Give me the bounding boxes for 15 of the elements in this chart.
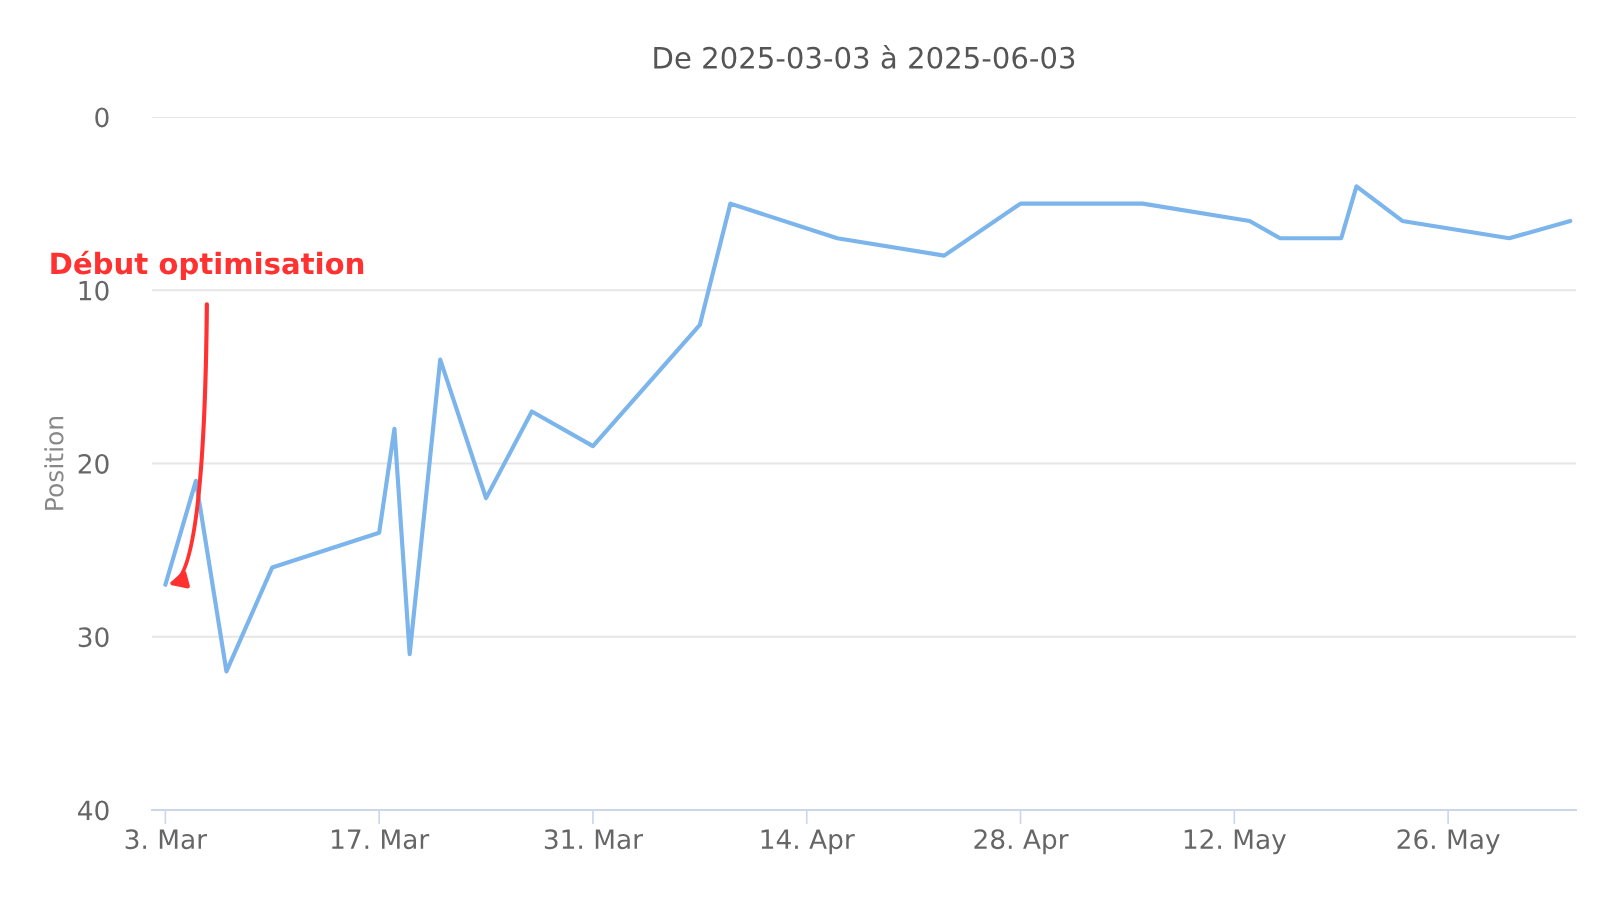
x-tick-label: 12. May bbox=[1184, 829, 1286, 855]
y-tick-label: 30 bbox=[78, 627, 109, 648]
y-tick-label: 20 bbox=[78, 453, 109, 474]
y-tick-label: 10 bbox=[79, 280, 109, 301]
x-tick-label: 26. May bbox=[1397, 829, 1500, 855]
x-tick-label: 28. Apr bbox=[974, 829, 1069, 855]
y-axis-title: Position bbox=[44, 416, 64, 510]
x-tick-label: 17. Mar bbox=[331, 829, 430, 850]
y-tick-label: 40 bbox=[78, 800, 109, 821]
y-tick-label: 0 bbox=[95, 107, 109, 128]
chart-title: De 2025-03-03 à 2025-06-03 bbox=[654, 45, 1075, 69]
x-tick-label: 14. Apr bbox=[761, 829, 855, 855]
annotation: Début optimisation bbox=[51, 250, 364, 281]
x-tick-label: 3. Mar bbox=[125, 829, 208, 850]
x-tick-label: 31. Mar bbox=[544, 829, 644, 850]
